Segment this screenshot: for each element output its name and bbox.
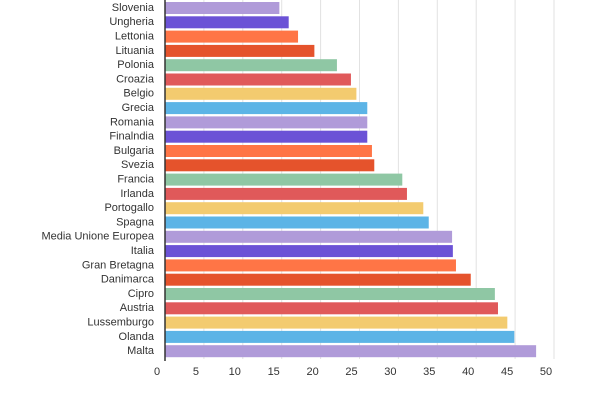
bar (165, 245, 453, 258)
y-tick-label: Lussemburgo (87, 317, 154, 329)
bar (165, 87, 357, 100)
y-tick-label: Slovenia (112, 2, 155, 14)
y-tick-label: Spagna (116, 216, 155, 228)
x-tick-label: 0 (154, 366, 160, 378)
y-tick-label: Irlanda (120, 188, 155, 200)
bar (165, 116, 368, 129)
y-tick-label: Austria (120, 302, 155, 314)
y-tick-label: Finalndia (109, 131, 155, 143)
bar (165, 145, 372, 157)
y-tick-label: Francia (117, 174, 155, 186)
bar (165, 130, 368, 143)
y-tick-label: Danimarca (101, 274, 155, 286)
bar (165, 330, 515, 343)
bar (165, 30, 299, 43)
y-tick-label: Italia (131, 245, 155, 257)
x-tick-label: 40 (462, 366, 474, 378)
x-tick-label: 10 (229, 366, 241, 378)
y-tick-label: Polonia (117, 59, 155, 71)
bar (165, 2, 280, 14)
y-tick-label: Cipro (128, 288, 154, 300)
x-tick-label: 50 (540, 366, 552, 378)
y-tick-label: Media Unione Europea (41, 231, 154, 243)
y-tick-label: Lituania (115, 45, 154, 57)
bar (165, 316, 508, 329)
bar (165, 173, 403, 186)
bar (165, 230, 453, 243)
y-tick-label: Svezia (121, 159, 155, 171)
bar (165, 216, 429, 229)
y-tick-label: Grecia (122, 102, 155, 114)
bar (165, 273, 471, 286)
bar (165, 202, 424, 215)
bar (165, 59, 337, 72)
bar (165, 259, 456, 272)
y-tick-label: Lettonia (115, 31, 155, 43)
x-tick-label: 45 (501, 366, 513, 378)
bar (165, 159, 375, 172)
y-tick-label: Malta (127, 345, 155, 357)
bar (165, 102, 368, 115)
y-tick-label: Croazia (116, 73, 155, 85)
bar (165, 44, 315, 57)
y-tick-label: Belgio (123, 88, 154, 100)
y-tick-label: Gran Bretagna (82, 259, 155, 271)
bar (165, 187, 407, 200)
bar (165, 73, 351, 86)
x-tick-label: 15 (268, 366, 280, 378)
x-tick-label: 35 (423, 366, 435, 378)
y-tick-label: Bulgaria (114, 145, 155, 157)
y-tick-label: Romania (110, 116, 155, 128)
bar (165, 16, 289, 29)
y-tick-label: Portogallo (104, 202, 154, 214)
x-tick-label: 30 (384, 366, 396, 378)
x-tick-label: 5 (193, 366, 199, 378)
bar (165, 345, 537, 358)
x-tick-label: 25 (345, 366, 357, 378)
bar (165, 288, 495, 300)
x-tick-label: 20 (306, 366, 318, 378)
y-tick-label: Olanda (119, 331, 155, 343)
bar (165, 302, 498, 315)
y-tick-label: Ungheria (109, 16, 155, 28)
